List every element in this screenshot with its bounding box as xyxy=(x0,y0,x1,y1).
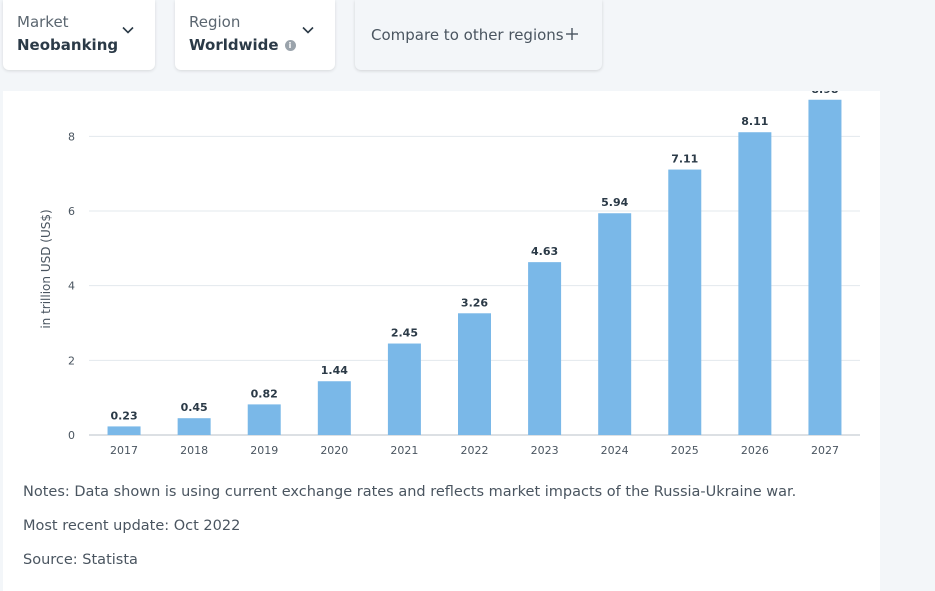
region-selector[interactable]: Region Worldwide i xyxy=(175,0,335,70)
bar xyxy=(248,404,281,435)
chart-panel: 0 2 4 6 8 in trillion USD (US$) 0.23 2017 0.45 20… xyxy=(3,91,880,591)
y-axis-title: in trillion USD (US$) xyxy=(39,209,53,328)
bar xyxy=(458,313,491,435)
bar xyxy=(108,426,141,435)
y-tick-label: 4 xyxy=(68,280,75,293)
region-value: Worldwide xyxy=(189,36,279,54)
region-value-wrap: Worldwide i xyxy=(189,36,296,54)
data-label: 1.44 xyxy=(321,364,348,377)
bar xyxy=(178,418,211,435)
bar xyxy=(528,262,561,435)
bar xyxy=(808,100,841,435)
data-label: 4.63 xyxy=(531,245,558,258)
source-text: Source: Statista xyxy=(23,552,138,568)
bar xyxy=(598,213,631,435)
data-label: 8.98 xyxy=(811,91,838,96)
x-tick-label: 2024 xyxy=(601,444,629,457)
data-label: 8.11 xyxy=(741,115,768,128)
x-tick-label: 2019 xyxy=(250,444,278,457)
data-label: 0.23 xyxy=(110,409,137,422)
notes-text: Notes: Data shown is using current excha… xyxy=(23,484,796,500)
x-tick-label: 2017 xyxy=(110,444,138,457)
market-value: Neobanking xyxy=(17,36,118,54)
x-tick-label: 2025 xyxy=(671,444,699,457)
x-tick-label: 2020 xyxy=(320,444,348,457)
market-value-wrap: Neobanking xyxy=(17,36,118,54)
x-tick-label: 2022 xyxy=(461,444,489,457)
bar-chart: 0 2 4 6 8 in trillion USD (US$) 0.23 2017 0.45 20… xyxy=(3,91,880,471)
y-tick-label: 2 xyxy=(68,354,75,367)
region-label: Region xyxy=(189,13,240,31)
compare-label: Compare to other regions xyxy=(371,26,564,44)
x-tick-label: 2018 xyxy=(180,444,208,457)
y-tick-label: 0 xyxy=(68,429,75,442)
market-selector[interactable]: Market Neobanking xyxy=(3,0,155,70)
bar xyxy=(668,170,701,435)
update-text: Most recent update: Oct 2022 xyxy=(23,518,240,534)
plus-icon xyxy=(565,27,579,41)
data-label: 5.94 xyxy=(601,196,628,209)
y-tick-label: 6 xyxy=(68,205,75,218)
x-tick-label: 2021 xyxy=(390,444,418,457)
bar xyxy=(388,344,421,435)
y-tick-label: 8 xyxy=(68,130,75,143)
data-label: 0.45 xyxy=(181,401,208,414)
x-tick-label: 2026 xyxy=(741,444,769,457)
x-tick-label: 2027 xyxy=(811,444,839,457)
data-label: 0.82 xyxy=(251,387,278,400)
market-label: Market xyxy=(17,13,69,31)
info-icon[interactable]: i xyxy=(285,40,296,51)
bar xyxy=(738,132,771,435)
data-label: 2.45 xyxy=(391,327,418,340)
compare-regions-button[interactable]: Compare to other regions xyxy=(355,0,602,70)
data-label: 3.26 xyxy=(461,296,488,309)
x-tick-label: 2023 xyxy=(531,444,559,457)
chevron-down-icon[interactable] xyxy=(300,22,316,38)
chevron-down-icon[interactable] xyxy=(120,22,136,38)
data-label: 7.11 xyxy=(671,153,698,166)
bar xyxy=(318,381,351,435)
